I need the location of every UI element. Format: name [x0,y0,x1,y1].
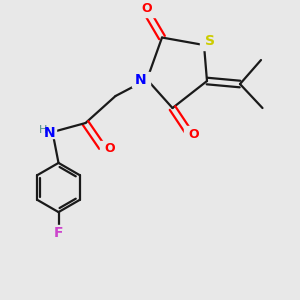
Polygon shape [50,225,68,240]
Polygon shape [184,126,202,141]
Text: O: O [142,2,152,15]
Polygon shape [200,34,218,50]
Polygon shape [100,141,118,156]
Text: F: F [54,226,63,240]
Polygon shape [132,72,150,87]
Polygon shape [138,2,156,16]
Text: N: N [44,126,55,140]
Polygon shape [38,123,56,138]
Text: O: O [189,128,200,141]
Text: S: S [205,34,215,48]
Text: O: O [104,142,115,155]
Text: H: H [39,124,47,135]
Text: N: N [135,73,146,86]
